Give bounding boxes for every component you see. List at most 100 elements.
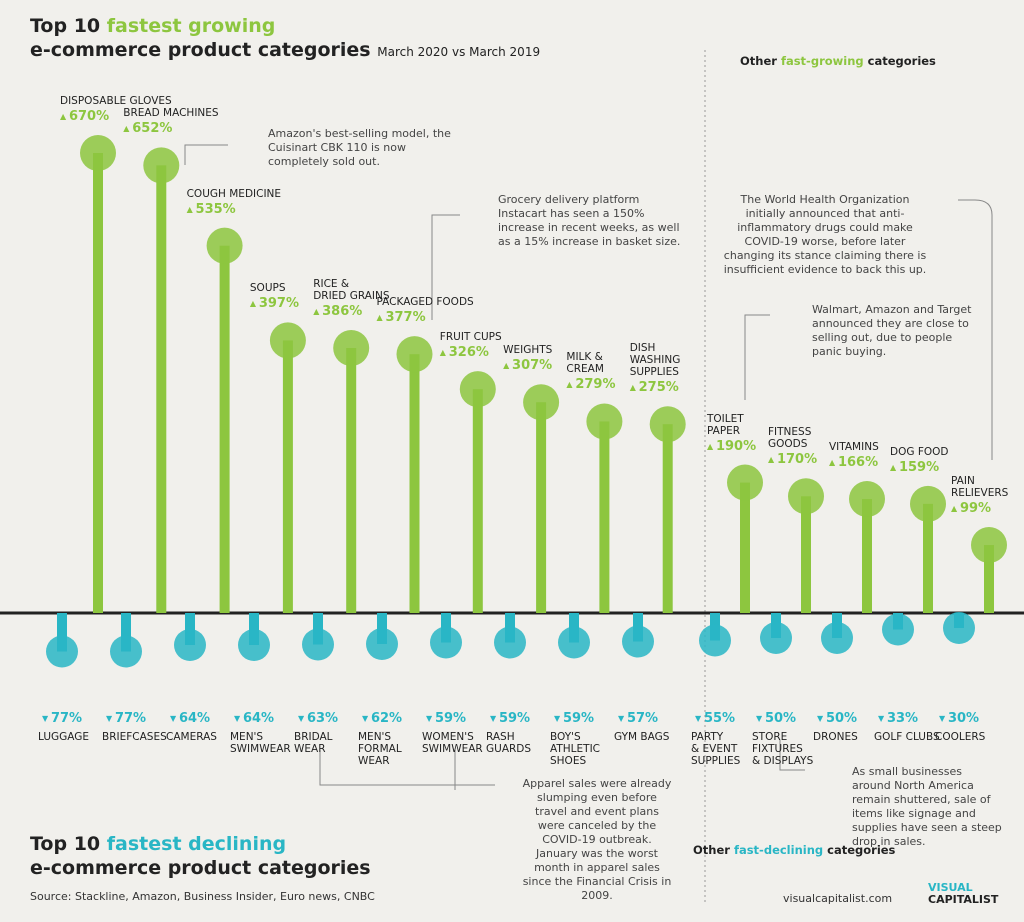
url: visualcapitalist.com [783, 892, 893, 905]
category-label: MEN'S FORMAL WEAR [358, 731, 402, 767]
value-label: 670% [60, 109, 109, 124]
bar-cap [238, 629, 270, 661]
title-highlight: fastest growing [106, 15, 276, 37]
value-label: 386% [313, 304, 362, 319]
category-label: BOY'S ATHLETIC SHOES [550, 731, 601, 767]
category-label: COOLERS [935, 731, 986, 743]
bar [599, 421, 610, 613]
text: fast-growing [780, 54, 864, 68]
bar-cap [943, 612, 975, 644]
annotation: Amazon's best-selling model, the Cuisina… [268, 127, 451, 168]
bar [984, 545, 994, 613]
category-label: BRIEFCASES [102, 731, 167, 743]
category-label: TOILET PAPER [707, 412, 744, 437]
bar [662, 424, 673, 613]
annotation: Walmart, Amazon and Target announced the… [812, 303, 972, 358]
category-label: DOG FOOD [890, 445, 949, 458]
bar-cap [910, 485, 946, 522]
bar-cap [46, 635, 78, 668]
value-label: 326% [440, 345, 489, 360]
category-label: BREAD MACHINES [123, 107, 219, 120]
value-label: 307% [503, 358, 552, 373]
category-label: RICE & DRIED GRAINS [313, 277, 390, 302]
value-label: 170% [768, 452, 817, 467]
value-label: 64% [170, 711, 210, 726]
value-label: 275% [630, 380, 679, 395]
bar-cap [760, 622, 792, 654]
bar-cap [727, 464, 763, 501]
category-label: FITNESS GOODS [768, 426, 812, 451]
bar-cap [971, 527, 1007, 564]
annotation: Apparel sales were already slumping even… [522, 777, 672, 902]
bar-cap [622, 625, 654, 658]
title-line: e-commerce product categories [30, 857, 371, 879]
bar [862, 499, 872, 613]
logo: VISUAL CAPITALIST [928, 882, 998, 906]
bar [156, 165, 167, 613]
annotation: The World Health Organization initially … [723, 193, 927, 276]
text: categories [867, 54, 936, 68]
category-label: VITAMINS [829, 441, 879, 454]
category-label: RASH GUARDS [486, 731, 532, 755]
category-label: PACKAGED FOODS [376, 296, 474, 309]
bar [219, 245, 230, 613]
text: Other [740, 54, 777, 68]
value-label: 279% [566, 377, 615, 392]
category-label: MEN'S SWIMWEAR [230, 731, 291, 755]
value-label: 55% [695, 711, 735, 726]
category-label: BRIDAL WEAR [294, 731, 333, 755]
category-label: DISPOSABLE GLOVES [60, 95, 172, 107]
bar [57, 613, 67, 652]
bar [923, 503, 933, 613]
bar [282, 340, 293, 613]
bar-cap [699, 624, 731, 657]
bar-cap [206, 227, 243, 264]
value-label: 59% [490, 711, 530, 726]
subtitle: March 2020 vs March 2019 [377, 45, 541, 59]
value-label: 30% [939, 711, 979, 726]
value-label: 77% [106, 711, 146, 726]
text: categories [827, 843, 896, 857]
value-label: 62% [362, 711, 402, 726]
bar-cap [821, 622, 853, 654]
title: Top 10 fastest declining e-commerce prod… [30, 832, 371, 880]
category-label: PARTY & EVENT SUPPLIES [691, 731, 741, 767]
text: fast-declining [733, 843, 824, 857]
bar-cap [143, 147, 180, 184]
bar-cap [396, 336, 433, 373]
bar-cap [459, 371, 496, 408]
bar-cap [586, 403, 623, 440]
bar-cap [649, 406, 686, 443]
category-label: DISH WASHING SUPPLIES [629, 342, 681, 379]
logo-text: VISUAL [928, 881, 973, 894]
bar-cap [174, 629, 206, 661]
bar-cap [849, 481, 885, 518]
category-label: SOUPS [249, 282, 286, 295]
value-label: 57% [618, 711, 658, 726]
bar-cap [430, 626, 462, 659]
bar [409, 354, 420, 613]
connector [184, 144, 228, 165]
bar [536, 402, 547, 613]
value-label: 33% [878, 711, 918, 726]
value-label: 377% [377, 310, 425, 325]
bar-cap [333, 329, 370, 366]
bar-cap [110, 635, 142, 668]
other-heading: Other fast-declining categories [693, 843, 895, 857]
bar [801, 496, 811, 613]
bar-cap [269, 322, 306, 359]
bar [93, 153, 103, 613]
value-label: 159% [890, 460, 939, 475]
category-label: GOLF CLUBS [874, 731, 940, 743]
connector [779, 740, 805, 771]
value-label: 64% [234, 711, 274, 726]
connector [958, 199, 993, 460]
value-label: 190% [707, 439, 756, 454]
bar-cap [302, 628, 334, 661]
value-label: 99% [951, 501, 991, 516]
category-label: DRONES [813, 731, 858, 743]
connector [431, 214, 460, 320]
value-label: 63% [298, 711, 338, 726]
value-label: 77% [42, 711, 82, 726]
